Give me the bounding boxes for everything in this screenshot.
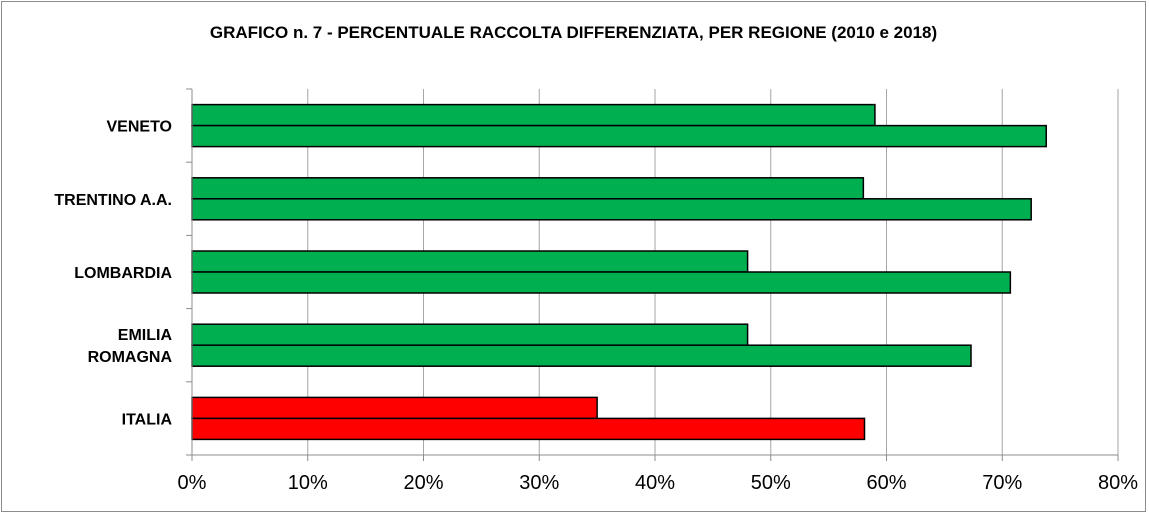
bar — [191, 103, 876, 127]
bars — [191, 103, 1047, 441]
chart-title: GRAFICO n. 7 - PERCENTUALE RACCOLTA DIFF… — [209, 23, 938, 42]
category-label: EMILIA — [118, 327, 173, 344]
category-label: ROMAGNA — [88, 349, 173, 366]
bar — [191, 396, 598, 420]
bar — [191, 323, 749, 346]
bar — [191, 177, 865, 200]
category-label: VENETO — [107, 119, 173, 136]
x-tick-label: 50% — [751, 472, 791, 494]
bar — [191, 250, 749, 273]
x-tick-label: 0% — [178, 472, 207, 494]
x-tick-label: 70% — [982, 472, 1022, 494]
bar — [191, 124, 1047, 148]
labels: 0% 10% 20% 30% 40% 50% 60% 70% 80% VENETO TRENTINO… — [54, 119, 1138, 494]
bar — [191, 198, 1032, 221]
x-tick-label: 20% — [403, 472, 443, 494]
x-tick-label: 80% — [1098, 472, 1138, 494]
x-tick-label: 10% — [288, 472, 328, 494]
bar — [191, 417, 866, 441]
x-tick-label: 40% — [635, 472, 675, 494]
x-tick-label: 60% — [866, 472, 906, 494]
bar — [191, 344, 972, 367]
category-label: TRENTINO A.A. — [54, 192, 172, 209]
category-label: ITALIA — [122, 411, 173, 428]
x-tick-label: 30% — [519, 472, 559, 494]
axes — [186, 88, 1119, 461]
bar — [191, 271, 1012, 294]
category-label: LOMBARDIA — [74, 265, 172, 282]
